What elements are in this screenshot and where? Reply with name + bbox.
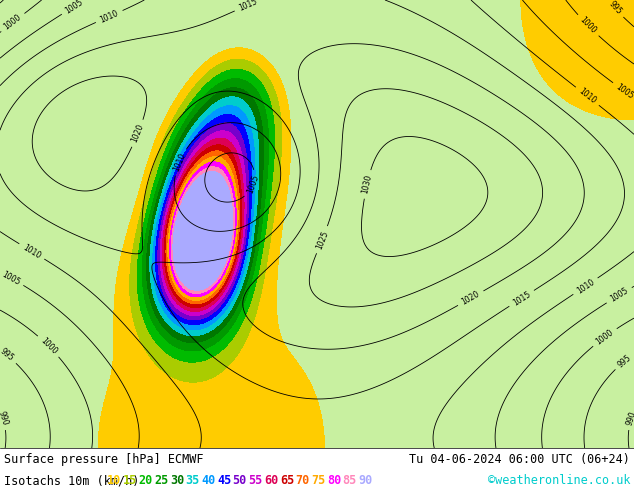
- Text: 1005: 1005: [245, 173, 261, 195]
- Text: 1030: 1030: [361, 174, 373, 195]
- Text: 65: 65: [280, 474, 294, 487]
- Text: 1025: 1025: [314, 229, 330, 250]
- Text: 1020: 1020: [130, 123, 146, 144]
- Text: 30: 30: [170, 474, 184, 487]
- Text: 1010: 1010: [575, 277, 596, 295]
- Text: 80: 80: [327, 474, 341, 487]
- Text: Isotachs 10m (km/h): Isotachs 10m (km/h): [4, 474, 139, 487]
- Text: 1010: 1010: [99, 8, 120, 24]
- Text: 990: 990: [625, 410, 634, 426]
- Text: 1000: 1000: [594, 328, 615, 346]
- Text: 45: 45: [217, 474, 231, 487]
- Text: 40: 40: [201, 474, 216, 487]
- Text: 1000: 1000: [3, 13, 23, 32]
- Text: 990: 990: [0, 410, 10, 426]
- Text: 75: 75: [311, 474, 325, 487]
- Text: 1015: 1015: [511, 290, 532, 307]
- Text: 85: 85: [342, 474, 357, 487]
- Text: 50: 50: [233, 474, 247, 487]
- Text: 1005: 1005: [63, 0, 85, 15]
- Text: 20: 20: [138, 474, 153, 487]
- Text: 1020: 1020: [460, 290, 481, 307]
- Text: 10: 10: [107, 474, 121, 487]
- Text: 1005: 1005: [614, 82, 634, 100]
- Text: 995: 995: [0, 347, 15, 363]
- Text: 995: 995: [607, 0, 623, 17]
- Text: 15: 15: [123, 474, 137, 487]
- Text: 1005: 1005: [609, 286, 630, 304]
- Text: 90: 90: [358, 474, 373, 487]
- Text: 995: 995: [616, 353, 633, 369]
- Text: 1010: 1010: [577, 87, 598, 106]
- Text: 1015: 1015: [238, 0, 259, 13]
- Text: 1005: 1005: [0, 270, 22, 287]
- Text: 1010: 1010: [172, 151, 188, 172]
- Text: 1010: 1010: [22, 243, 42, 260]
- Text: Surface pressure [hPa] ECMWF: Surface pressure [hPa] ECMWF: [4, 453, 204, 466]
- Text: 25: 25: [154, 474, 169, 487]
- Text: 60: 60: [264, 474, 278, 487]
- Text: 35: 35: [186, 474, 200, 487]
- Text: 1000: 1000: [39, 336, 58, 356]
- Text: 55: 55: [249, 474, 262, 487]
- Text: Tu 04-06-2024 06:00 UTC (06+24): Tu 04-06-2024 06:00 UTC (06+24): [409, 453, 630, 466]
- Text: ©weatheronline.co.uk: ©weatheronline.co.uk: [488, 474, 630, 487]
- Text: 1000: 1000: [578, 15, 598, 36]
- Text: 70: 70: [295, 474, 310, 487]
